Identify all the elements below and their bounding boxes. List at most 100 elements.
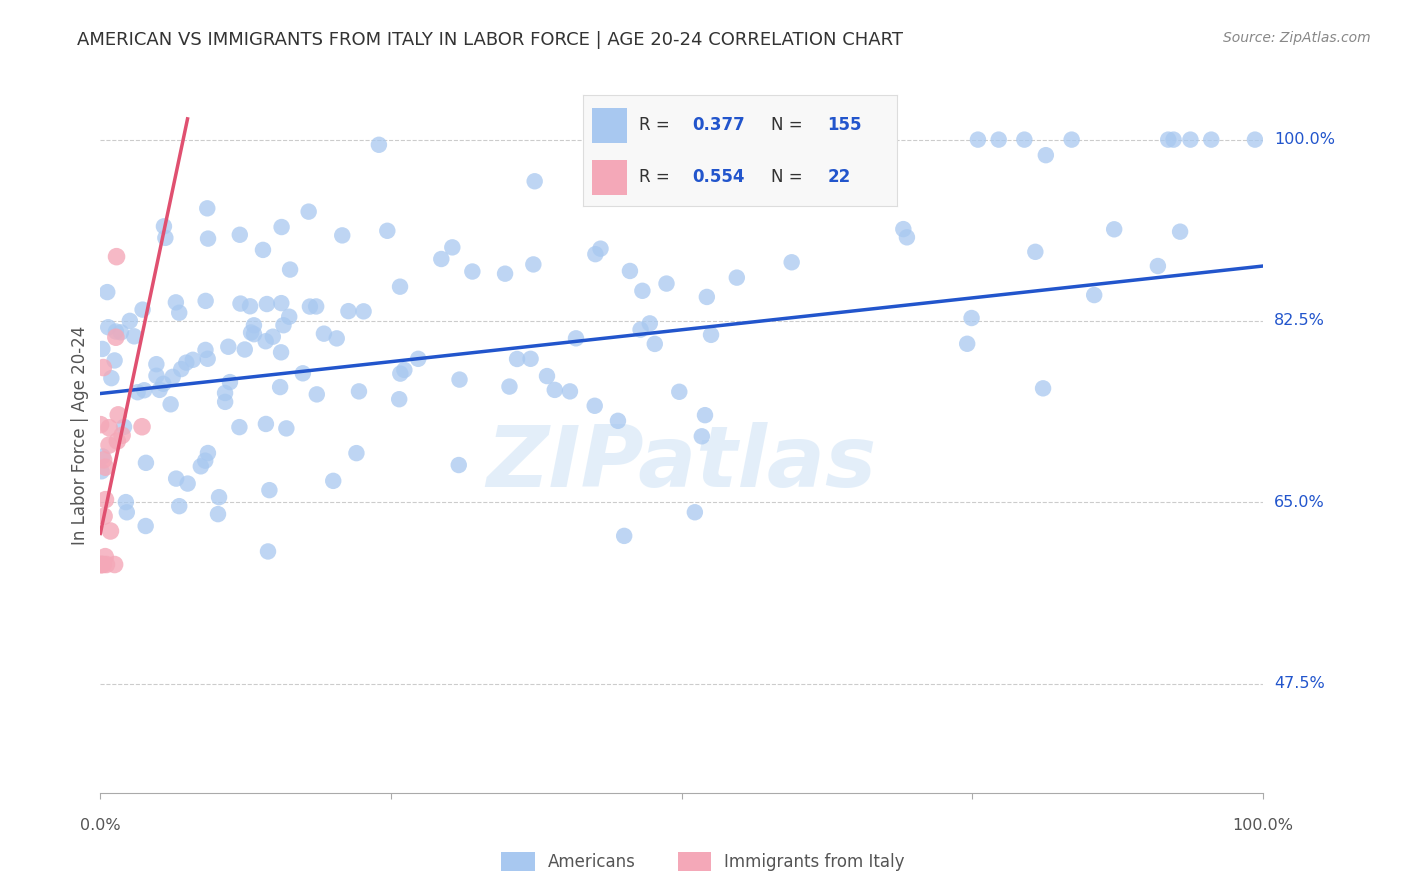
Point (619, 264, 641, 278)
Point (430, 252, 453, 266)
Point (583, 399, 606, 413)
Point (214, 386, 236, 401)
Point (262, 329, 284, 343)
Text: 0.0%: 0.0% (80, 819, 121, 833)
Point (519, 351, 541, 366)
Point (1060, 133, 1083, 147)
Text: Source: ZipAtlas.com: Source: ZipAtlas.com (1223, 31, 1371, 45)
Point (94, 460, 117, 475)
Point (278, 262, 301, 277)
Point (269, 380, 291, 394)
Point (112, 420, 135, 434)
Point (1180, 133, 1202, 147)
Point (337, 304, 360, 318)
Point (322, 474, 344, 488)
Point (259, 483, 281, 497)
Point (105, 434, 128, 448)
Point (165, 295, 187, 310)
Point (844, 133, 866, 147)
Point (170, 362, 193, 376)
Point (240, 326, 263, 340)
Point (270, 296, 292, 310)
Point (228, 420, 250, 434)
Point (131, 302, 153, 317)
Point (90, 558, 112, 572)
Point (278, 310, 301, 324)
Point (131, 419, 153, 434)
Point (803, 133, 825, 147)
Point (406, 351, 429, 366)
Point (1199, 133, 1222, 147)
Point (194, 453, 217, 467)
Y-axis label: In Labor Force | Age 20-24: In Labor Force | Age 20-24 (72, 326, 89, 545)
Point (90, 464, 112, 478)
Point (127, 385, 149, 400)
Point (298, 204, 321, 219)
Point (207, 507, 229, 521)
Point (498, 379, 520, 393)
Point (104, 558, 127, 572)
Point (162, 369, 184, 384)
Point (217, 340, 239, 354)
Point (270, 345, 292, 359)
Point (94, 549, 117, 564)
Point (367, 137, 389, 152)
Point (254, 417, 277, 431)
Point (389, 367, 412, 381)
Point (1157, 133, 1180, 147)
Point (100, 524, 122, 538)
Point (305, 300, 328, 314)
Point (741, 133, 763, 147)
Point (668, 384, 690, 399)
Point (700, 327, 723, 342)
Point (683, 505, 706, 519)
Point (389, 279, 412, 293)
Point (523, 174, 546, 188)
Point (613, 529, 636, 543)
Point (159, 397, 181, 411)
Point (1083, 288, 1105, 302)
Point (93, 509, 115, 524)
Point (690, 429, 713, 443)
Point (696, 290, 718, 304)
Point (298, 300, 321, 314)
Point (891, 222, 914, 236)
Point (239, 299, 262, 313)
Point (276, 421, 298, 435)
Point (197, 231, 219, 245)
Point (780, 255, 803, 269)
Point (152, 376, 174, 391)
Point (90, 558, 112, 572)
Text: 47.5%: 47.5% (1274, 676, 1324, 691)
Text: 100.0%: 100.0% (1274, 132, 1334, 147)
Point (1024, 244, 1046, 259)
Point (98, 421, 121, 435)
Point (208, 490, 231, 504)
Point (145, 357, 167, 371)
Point (1032, 381, 1054, 395)
Point (291, 367, 314, 381)
Point (305, 387, 328, 401)
Point (91, 360, 114, 375)
Point (607, 414, 630, 428)
Point (565, 331, 588, 345)
Point (461, 264, 484, 278)
Point (1102, 222, 1125, 236)
Point (153, 219, 176, 234)
Point (155, 231, 177, 245)
Point (725, 270, 748, 285)
Point (353, 304, 375, 318)
Point (330, 228, 353, 243)
Point (165, 472, 187, 486)
Point (270, 220, 292, 235)
Point (449, 373, 471, 387)
Point (494, 267, 516, 281)
Point (167, 306, 190, 320)
Point (91, 450, 114, 464)
Point (1244, 133, 1267, 147)
Point (346, 446, 368, 460)
Point (135, 519, 157, 533)
Point (111, 428, 134, 442)
Point (100, 371, 122, 385)
Point (122, 329, 145, 343)
